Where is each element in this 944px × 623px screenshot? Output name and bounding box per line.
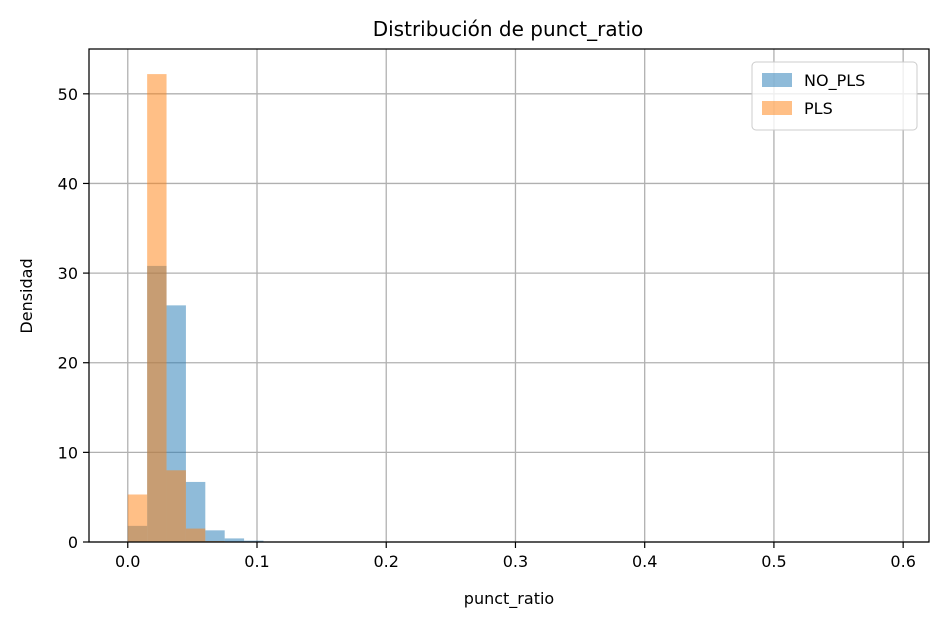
legend-label: NO_PLS — [804, 71, 865, 91]
legend-swatch — [762, 101, 792, 115]
x-tick-label: 0.5 — [761, 552, 786, 571]
histogram-bar-no-pls — [244, 540, 264, 542]
y-tick-label: 0 — [68, 533, 78, 552]
histogram-bar-no-pls — [185, 481, 206, 542]
legend: NO_PLS PLS — [751, 61, 918, 131]
histogram-bar-pls — [166, 470, 186, 542]
y-tick-label: 30 — [58, 264, 78, 283]
ticks-layer: 0.0 0.1 0.2 0.3 0.4 0.5 0.6 0 10 20 30 40 50 — [58, 85, 916, 571]
plot-frame — [88, 48, 930, 543]
y-tick-label: 40 — [58, 174, 78, 193]
y-tick-label: 10 — [58, 443, 78, 462]
x-tick-label: 0.0 — [115, 552, 140, 571]
legend-swatch — [762, 73, 792, 87]
x-tick-label: 0.3 — [503, 552, 528, 571]
x-tick-label: 0.1 — [244, 552, 269, 571]
x-axis-label: punct_ratio — [464, 589, 554, 609]
histogram-bar-pls — [127, 494, 148, 542]
legend-frame — [751, 61, 918, 131]
legend-label: PLS — [804, 99, 833, 118]
bars-layer — [127, 74, 283, 543]
histogram-bar-pls — [185, 528, 206, 542]
y-tick-label: 50 — [58, 85, 78, 104]
x-tick-label: 0.6 — [890, 552, 915, 571]
histogram-bar-no-pls — [205, 530, 225, 542]
y-axis-label: Densidad — [17, 258, 36, 333]
x-tick-label: 0.2 — [374, 552, 399, 571]
histogram-bar-pls — [147, 74, 167, 543]
x-tick-label: 0.4 — [632, 552, 657, 571]
chart-title: Distribución de punct_ratio — [373, 17, 644, 41]
histogram-bar-no-pls — [224, 538, 245, 542]
y-tick-label: 20 — [58, 354, 78, 373]
